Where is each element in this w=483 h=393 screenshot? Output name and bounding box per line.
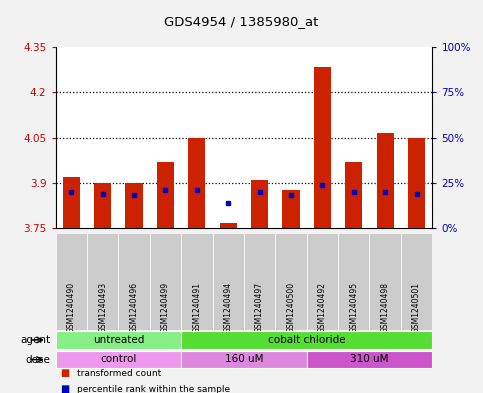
Bar	[63, 177, 80, 228]
Bar	[369, 233, 401, 330]
Bar	[157, 162, 174, 228]
Text: GSM1240491: GSM1240491	[192, 281, 201, 332]
Bar	[275, 233, 307, 330]
Bar	[188, 138, 205, 228]
Text: GSM1240500: GSM1240500	[286, 281, 296, 333]
Bar	[338, 233, 369, 330]
Bar	[307, 233, 338, 330]
Text: ■: ■	[60, 368, 70, 378]
Bar	[213, 233, 244, 330]
Bar	[345, 162, 362, 228]
Bar	[56, 233, 87, 330]
Bar	[126, 183, 142, 228]
Text: GDS4954 / 1385980_at: GDS4954 / 1385980_at	[164, 15, 319, 28]
Bar	[118, 233, 150, 330]
Text: GSM1240497: GSM1240497	[255, 281, 264, 333]
Text: cobalt chloride: cobalt chloride	[268, 334, 345, 345]
Bar	[181, 331, 432, 349]
Bar	[220, 223, 237, 228]
Bar	[56, 351, 181, 369]
Text: 160 uM: 160 uM	[225, 354, 263, 364]
Text: untreated: untreated	[93, 334, 144, 345]
Text: GSM1240492: GSM1240492	[318, 281, 327, 332]
Text: GSM1240493: GSM1240493	[98, 281, 107, 333]
Text: GSM1240498: GSM1240498	[381, 281, 390, 332]
Text: percentile rank within the sample: percentile rank within the sample	[77, 385, 230, 393]
Bar	[377, 133, 394, 228]
Text: transformed count: transformed count	[77, 369, 161, 378]
Text: control: control	[100, 354, 137, 364]
Bar	[56, 331, 181, 349]
Bar	[87, 233, 118, 330]
Bar	[94, 183, 111, 228]
Text: agent: agent	[21, 335, 51, 345]
Bar	[408, 138, 425, 228]
Text: GSM1240494: GSM1240494	[224, 281, 233, 333]
Text: GSM1240490: GSM1240490	[67, 281, 76, 333]
Text: 310 uM: 310 uM	[350, 354, 389, 364]
Bar	[251, 180, 268, 228]
Bar	[401, 233, 432, 330]
Bar	[181, 351, 307, 369]
Bar	[314, 67, 331, 228]
Bar	[307, 351, 432, 369]
Text: GSM1240501: GSM1240501	[412, 281, 421, 332]
Bar	[244, 233, 275, 330]
Text: GSM1240499: GSM1240499	[161, 281, 170, 333]
Bar	[181, 233, 213, 330]
Bar	[150, 233, 181, 330]
Text: ■: ■	[60, 384, 70, 393]
Text: GSM1240495: GSM1240495	[349, 281, 358, 333]
Text: GSM1240496: GSM1240496	[129, 281, 139, 333]
Text: dose: dose	[26, 354, 51, 365]
Bar	[283, 190, 299, 228]
